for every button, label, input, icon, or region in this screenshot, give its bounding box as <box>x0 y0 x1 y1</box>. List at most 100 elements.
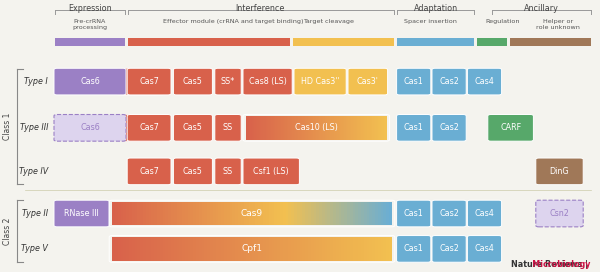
Bar <box>272 237 275 261</box>
Bar <box>378 202 381 225</box>
FancyBboxPatch shape <box>116 68 160 95</box>
Bar <box>381 116 382 140</box>
Bar <box>246 116 248 140</box>
FancyBboxPatch shape <box>54 68 126 95</box>
Bar <box>286 237 289 261</box>
Bar <box>118 202 121 225</box>
Bar <box>293 38 394 46</box>
Bar <box>230 202 233 225</box>
Bar <box>358 116 360 140</box>
Bar <box>132 237 135 261</box>
FancyBboxPatch shape <box>243 158 299 185</box>
Bar <box>263 202 266 225</box>
Text: Cas4: Cas4 <box>475 209 494 218</box>
Text: Cas9: Cas9 <box>241 209 263 218</box>
Bar <box>55 38 125 46</box>
Bar <box>322 237 325 261</box>
Bar <box>334 116 336 140</box>
Bar <box>343 116 344 140</box>
Bar <box>305 202 308 225</box>
Bar <box>375 116 377 140</box>
Bar <box>357 116 359 140</box>
FancyBboxPatch shape <box>54 115 126 141</box>
Bar <box>358 237 361 261</box>
Text: Cas5: Cas5 <box>183 167 203 176</box>
Bar <box>312 116 314 140</box>
Bar <box>281 116 283 140</box>
Bar <box>297 237 300 261</box>
Bar <box>370 116 371 140</box>
Bar <box>247 237 250 261</box>
Bar <box>128 38 290 46</box>
Bar <box>287 116 289 140</box>
Bar <box>264 116 266 140</box>
Text: Cas6: Cas6 <box>80 123 100 132</box>
Bar <box>336 202 339 225</box>
Text: Type IV: Type IV <box>19 167 48 176</box>
Bar <box>199 202 202 225</box>
Bar <box>383 237 386 261</box>
Text: Microbiology: Microbiology <box>481 260 591 269</box>
Text: DinG: DinG <box>550 167 569 176</box>
Bar <box>274 237 277 261</box>
Bar <box>347 202 350 225</box>
Bar <box>227 237 230 261</box>
Bar <box>291 202 294 225</box>
Bar <box>157 237 160 261</box>
Bar <box>193 237 196 261</box>
Bar <box>330 202 334 225</box>
Bar <box>126 237 129 261</box>
Text: Class 1: Class 1 <box>2 113 12 140</box>
Text: Regulation: Regulation <box>485 19 520 24</box>
Text: Cas1: Cas1 <box>404 123 424 132</box>
Bar <box>288 116 290 140</box>
Bar <box>134 202 137 225</box>
Bar <box>316 202 319 225</box>
Bar <box>338 202 342 225</box>
Bar <box>252 202 255 225</box>
Text: Cas1: Cas1 <box>404 77 424 86</box>
Bar <box>255 237 258 261</box>
Bar <box>137 202 140 225</box>
FancyBboxPatch shape <box>243 68 292 95</box>
Text: SS: SS <box>223 123 233 132</box>
Bar <box>336 237 339 261</box>
Bar <box>257 237 260 261</box>
Bar <box>168 237 171 261</box>
Bar <box>290 116 291 140</box>
Bar <box>193 202 196 225</box>
Bar <box>337 116 339 140</box>
Bar <box>255 202 258 225</box>
Bar <box>250 116 252 140</box>
Bar <box>115 202 118 225</box>
Bar <box>354 116 356 140</box>
Bar <box>154 237 157 261</box>
Bar <box>333 202 336 225</box>
Bar <box>328 116 329 140</box>
Bar <box>325 116 326 140</box>
Bar <box>121 237 124 261</box>
Bar <box>160 237 163 261</box>
Bar <box>213 202 216 225</box>
Bar <box>379 116 381 140</box>
FancyBboxPatch shape <box>127 115 171 141</box>
Bar <box>166 202 169 225</box>
Bar <box>179 237 182 261</box>
Bar <box>367 237 370 261</box>
Bar <box>160 202 163 225</box>
Bar <box>353 237 356 261</box>
Bar <box>355 237 359 261</box>
Bar <box>182 202 185 225</box>
Text: SS: SS <box>223 167 233 176</box>
FancyBboxPatch shape <box>397 200 431 227</box>
Bar <box>283 116 284 140</box>
Bar <box>510 38 591 46</box>
Bar <box>224 202 227 225</box>
Bar <box>362 116 364 140</box>
Bar <box>146 202 149 225</box>
Bar <box>371 116 373 140</box>
Bar <box>336 116 338 140</box>
Bar <box>325 237 328 261</box>
FancyBboxPatch shape <box>121 68 164 95</box>
Bar <box>295 116 297 140</box>
